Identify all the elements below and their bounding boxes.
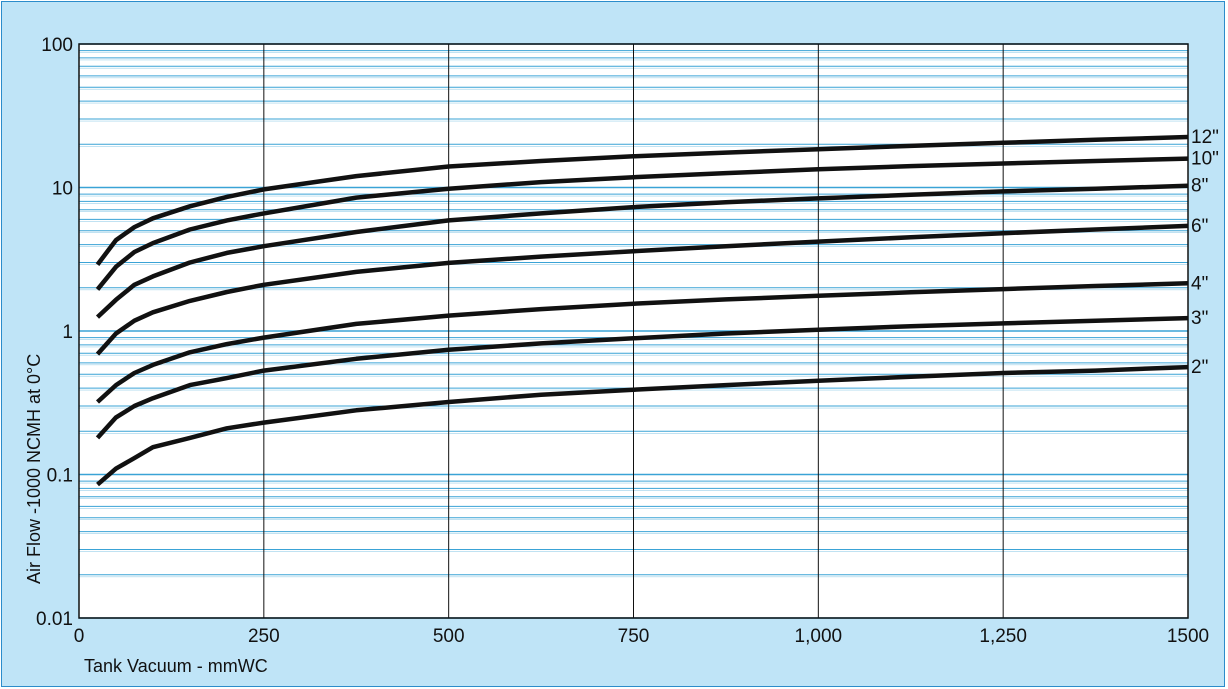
y-tick-label: 0.01 [36, 609, 73, 630]
series-line [95, 156, 1189, 291]
x-axis-title: Tank Vacuum - mmWC [84, 656, 268, 676]
x-tick-label: 1500 [1167, 626, 1209, 647]
y-tick-label: 1 [62, 322, 73, 343]
series-label: 3" [1191, 308, 1208, 329]
plot-border [78, 43, 1189, 619]
series-line [95, 134, 1189, 266]
series-line [95, 315, 1189, 440]
y-tick-label: 10 [52, 179, 73, 200]
series-line [95, 223, 1189, 356]
series-label: 8" [1191, 176, 1208, 197]
y-tick-labels: 0.01 0.1 1 10 100 [36, 35, 73, 630]
series-label: 4" [1191, 273, 1208, 294]
y-axis-title: Air Flow -1000 NCMH at 0°C [24, 354, 44, 584]
x-tick-labels: 0 250 500 750 1,000 1,250 1500 [74, 626, 1209, 647]
x-tick-label: 250 [248, 626, 280, 647]
series-label: 6" [1191, 216, 1208, 237]
x-tick-label: 1,000 [795, 626, 843, 647]
series-label: 12" [1191, 127, 1219, 148]
x-tick-label: 750 [618, 626, 650, 647]
series-label: 10" [1191, 149, 1219, 170]
series-line [95, 183, 1189, 319]
series-line [96, 364, 1189, 487]
x-tick-label: 0 [74, 626, 85, 647]
series-lines [95, 134, 1189, 487]
series-labels: 12"10" 8" 6" 4" 3" 2" [1191, 127, 1219, 378]
y-tick-label: 0.1 [47, 466, 73, 487]
series-label: 2" [1191, 357, 1208, 378]
y-tick-label: 100 [41, 35, 73, 56]
series-line [95, 281, 1189, 404]
x-tick-label: 1,250 [979, 626, 1027, 647]
x-tick-label: 500 [433, 626, 465, 647]
